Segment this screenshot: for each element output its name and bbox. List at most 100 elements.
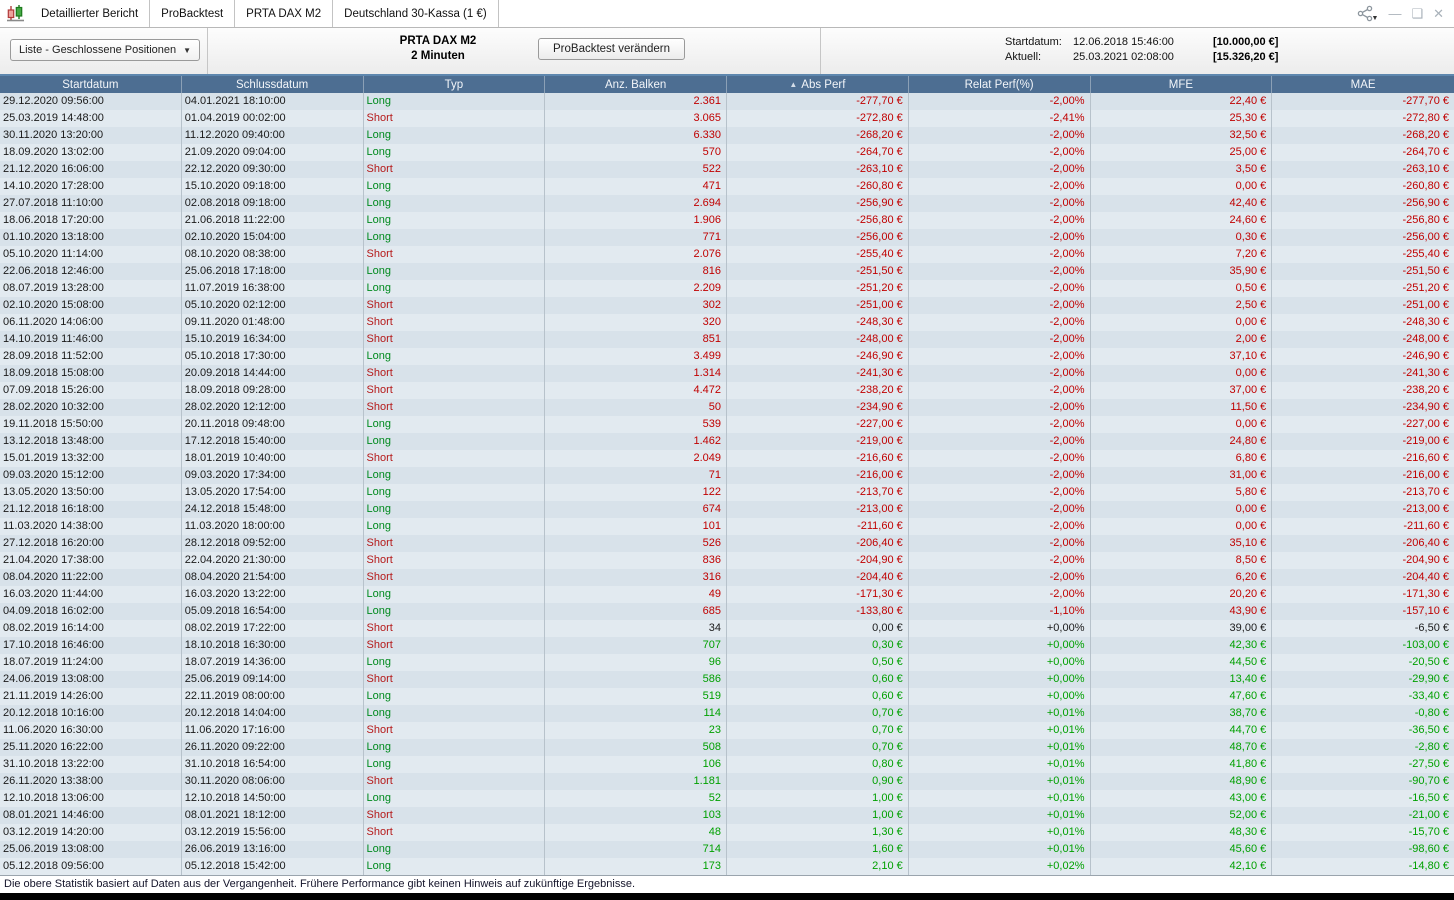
cell-end: 26.06.2019 13:16:00: [182, 841, 364, 858]
table-row[interactable]: 14.10.2020 17:28:00 15.10.2020 09:18:00 Lo…: [0, 178, 1454, 195]
table-row[interactable]: 31.10.2018 13:22:00 31.10.2018 16:54:00 Lo…: [0, 756, 1454, 773]
table-row[interactable]: 18.07.2019 11:24:00 18.07.2019 14:36:00 Lo…: [0, 654, 1454, 671]
table-row[interactable]: 18.09.2018 15:08:00 20.09.2018 14:44:00 Sh…: [0, 365, 1454, 382]
table-row[interactable]: 19.11.2018 15:50:00 20.11.2018 09:48:00 Lo…: [0, 416, 1454, 433]
table-row[interactable]: 26.11.2020 13:38:00 30.11.2020 08:06:00 Sh…: [0, 773, 1454, 790]
cell-abs_perf: 0,60 €: [727, 671, 909, 688]
cell-bars: 674: [545, 501, 727, 518]
table-row[interactable]: 08.04.2020 11:22:00 08.04.2020 21:54:00 Sh…: [0, 569, 1454, 586]
table-row[interactable]: 11.06.2020 16:30:00 11.06.2020 17:16:00 Sh…: [0, 722, 1454, 739]
cell-rel_perf: -2,00%: [909, 297, 1091, 314]
tab-detaillierter-bericht[interactable]: Detaillierter Bericht: [30, 0, 151, 27]
cell-type: Short: [364, 773, 546, 790]
table-row[interactable]: 22.06.2018 12:46:00 25.06.2018 17:18:00 Lo…: [0, 263, 1454, 280]
cell-end: 20.12.2018 14:04:00: [182, 705, 364, 722]
maximize-button[interactable]: ❑: [1411, 6, 1424, 21]
column-header-mae[interactable]: MAE: [1350, 78, 1376, 91]
cell-rel_perf: -1,10%: [909, 603, 1091, 620]
cell-type: Short: [364, 620, 546, 637]
cell-start: 09.03.2020 15:12:00: [0, 467, 182, 484]
cell-bars: 6.330: [545, 127, 727, 144]
table-row[interactable]: 05.10.2020 11:14:00 08.10.2020 08:38:00 Sh…: [0, 246, 1454, 263]
table-row[interactable]: 08.01.2021 14:46:00 08.01.2021 18:12:00 Sh…: [0, 807, 1454, 824]
cell-type: Long: [364, 195, 546, 212]
table-row[interactable]: 13.12.2018 13:48:00 17.12.2018 15:40:00 Lo…: [0, 433, 1454, 450]
cell-mae: -204,90 €: [1402, 554, 1449, 566]
table-row[interactable]: 28.02.2020 10:32:00 28.02.2020 12:12:00 Sh…: [0, 399, 1454, 416]
table-row[interactable]: 24.06.2019 13:08:00 25.06.2019 09:14:00 Sh…: [0, 671, 1454, 688]
column-header-startdatum[interactable]: Startdatum: [0, 76, 182, 93]
column-header-mfe[interactable]: MFE: [1091, 76, 1273, 93]
table-row[interactable]: 13.05.2020 13:50:00 13.05.2020 17:54:00 Lo…: [0, 484, 1454, 501]
column-header-typ[interactable]: Typ: [364, 76, 546, 93]
cell-type: Long: [364, 705, 546, 722]
column-header-abs-perf[interactable]: ▲ Abs Perf: [727, 76, 909, 93]
table-row[interactable]: 01.10.2020 13:18:00 02.10.2020 15:04:00 Lo…: [0, 229, 1454, 246]
table-row[interactable]: 05.12.2018 09:56:00 05.12.2018 15:42:00 Lo…: [0, 858, 1454, 875]
disclaimer-text: Die obere Statistik basiert auf Daten au…: [0, 875, 1454, 893]
table-row[interactable]: 07.09.2018 15:26:00 18.09.2018 09:28:00 Sh…: [0, 382, 1454, 399]
cell-rel_perf: +0,02%: [909, 858, 1091, 875]
table-row[interactable]: 21.12.2018 16:18:00 24.12.2018 15:48:00 Lo…: [0, 501, 1454, 518]
cell-mae: -234,90 €: [1402, 401, 1449, 413]
table-row[interactable]: 02.10.2020 15:08:00 05.10.2020 02:12:00 Sh…: [0, 297, 1454, 314]
cell-rel_perf: -2,00%: [909, 365, 1091, 382]
current-label: Aktuell:: [1005, 51, 1042, 63]
table-row[interactable]: 21.11.2019 14:26:00 22.11.2019 08:00:00 Lo…: [0, 688, 1454, 705]
table-row[interactable]: 18.09.2020 13:02:00 21.09.2020 09:04:00 Lo…: [0, 144, 1454, 161]
edit-probacktest-button[interactable]: ProBacktest verändern: [538, 38, 685, 60]
cell-rel_perf: +0,00%: [909, 671, 1091, 688]
cell-mfe: 0,00 €: [1091, 416, 1273, 433]
table-row[interactable]: 30.11.2020 13:20:00 11.12.2020 09:40:00 Lo…: [0, 127, 1454, 144]
table-row[interactable]: 08.02.2019 16:14:00 08.02.2019 17:22:00 Sh…: [0, 620, 1454, 637]
table-row[interactable]: 27.12.2018 16:20:00 28.12.2018 09:52:00 Sh…: [0, 535, 1454, 552]
table-row[interactable]: 15.01.2019 13:32:00 18.01.2019 10:40:00 Sh…: [0, 450, 1454, 467]
cell-mae: -21,00 €: [1408, 809, 1449, 821]
view-selector-dropdown[interactable]: Liste - Geschlossene Positionen ▼: [10, 39, 201, 61]
minimize-button[interactable]: —: [1388, 6, 1402, 21]
table-row[interactable]: 08.07.2019 13:28:00 11.07.2019 16:38:00 Lo…: [0, 280, 1454, 297]
table-row[interactable]: 11.03.2020 14:38:00 11.03.2020 18:00:00 Lo…: [0, 518, 1454, 535]
table-row[interactable]: 16.03.2020 11:44:00 16.03.2020 13:22:00 Lo…: [0, 586, 1454, 603]
cell-end: 31.10.2018 16:54:00: [182, 756, 364, 773]
cell-start: 18.07.2019 11:24:00: [0, 654, 182, 671]
tab-instrument[interactable]: Deutschland 30-Kassa (1 €): [333, 0, 499, 27]
cell-mfe: 43,90 €: [1091, 603, 1273, 620]
cell-bars: 114: [545, 705, 727, 722]
tab-prta-dax-m2[interactable]: PRTA DAX M2: [235, 0, 334, 27]
table-row[interactable]: 28.09.2018 11:52:00 05.10.2018 17:30:00 Lo…: [0, 348, 1454, 365]
cell-bars: 816: [545, 263, 727, 280]
table-row[interactable]: 20.12.2018 10:16:00 20.12.2018 14:04:00 Lo…: [0, 705, 1454, 722]
cell-end: 05.10.2020 02:12:00: [182, 297, 364, 314]
table-row[interactable]: 21.04.2020 17:38:00 22.04.2020 21:30:00 Sh…: [0, 552, 1454, 569]
table-row[interactable]: 17.10.2018 16:46:00 18.10.2018 16:30:00 Sh…: [0, 637, 1454, 654]
cell-start: 14.10.2020 17:28:00: [0, 178, 182, 195]
column-header-relat-perf[interactable]: Relat Perf(%): [909, 76, 1091, 93]
cell-start: 15.01.2019 13:32:00: [0, 450, 182, 467]
cell-end: 18.07.2019 14:36:00: [182, 654, 364, 671]
table-row[interactable]: 03.12.2019 14:20:00 03.12.2019 15:56:00 Sh…: [0, 824, 1454, 841]
column-header-anz-balken[interactable]: Anz. Balken: [545, 76, 727, 93]
tab-probacktest[interactable]: ProBacktest: [150, 0, 236, 27]
cell-bars: 508: [545, 739, 727, 756]
table-row[interactable]: 25.03.2019 14:48:00 01.04.2019 00:02:00 Sh…: [0, 110, 1454, 127]
cell-mfe: 48,90 €: [1091, 773, 1273, 790]
share-button[interactable]: ▼: [1357, 5, 1378, 22]
table-row[interactable]: 04.09.2018 16:02:00 05.09.2018 16:54:00 Lo…: [0, 603, 1454, 620]
cell-mae: -6,50 €: [1414, 622, 1449, 634]
table-row[interactable]: 27.07.2018 11:10:00 02.08.2018 09:18:00 Lo…: [0, 195, 1454, 212]
table-row[interactable]: 18.06.2018 17:20:00 21.06.2018 11:22:00 Lo…: [0, 212, 1454, 229]
table-row[interactable]: 21.12.2020 16:06:00 22.12.2020 09:30:00 Sh…: [0, 161, 1454, 178]
table-row[interactable]: 12.10.2018 13:06:00 12.10.2018 14:50:00 Lo…: [0, 790, 1454, 807]
table-row[interactable]: 25.11.2020 16:22:00 26.11.2020 09:22:00 Lo…: [0, 739, 1454, 756]
column-header-schlussdatum[interactable]: Schlussdatum: [182, 76, 364, 93]
table-row[interactable]: 06.11.2020 14:06:00 09.11.2020 01:48:00 Sh…: [0, 314, 1454, 331]
cell-bars: 106: [545, 756, 727, 773]
table-row[interactable]: 09.03.2020 15:12:00 09.03.2020 17:34:00 Lo…: [0, 467, 1454, 484]
cell-end: 15.10.2020 09:18:00: [182, 178, 364, 195]
close-button[interactable]: ✕: [1433, 6, 1444, 21]
table-row[interactable]: 29.12.2020 09:56:00 04.01.2021 18:10:00 Lo…: [0, 93, 1454, 110]
cell-mae: -256,90 €: [1402, 197, 1449, 209]
table-row[interactable]: 25.06.2019 13:08:00 26.06.2019 13:16:00 Lo…: [0, 841, 1454, 858]
table-row[interactable]: 14.10.2019 11:46:00 15.10.2019 16:34:00 Sh…: [0, 331, 1454, 348]
